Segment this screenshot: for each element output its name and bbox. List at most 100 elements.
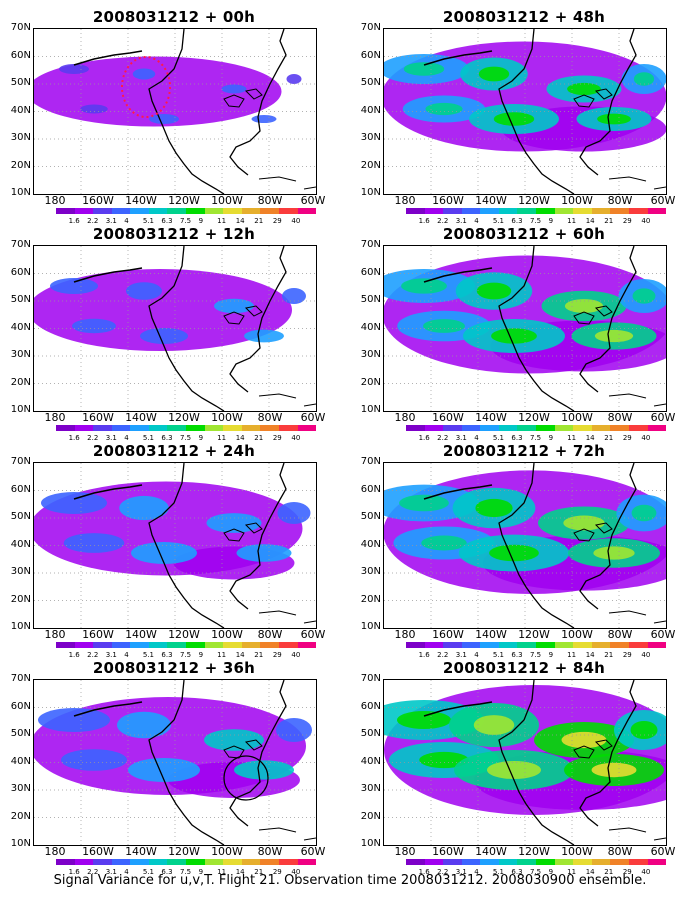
colorbar-label: 14 — [235, 868, 245, 876]
colorbar-swatch — [480, 208, 499, 214]
variance-region — [119, 495, 169, 521]
colorbar-swatch — [406, 642, 425, 648]
colorbar-label: 3.1 — [105, 434, 117, 442]
colorbar-swatch — [443, 425, 462, 431]
variance-region — [489, 544, 539, 562]
colorbar-swatch — [573, 859, 592, 865]
lon-tick-label: 180 — [44, 628, 66, 641]
coastline-west — [498, 680, 575, 845]
colorbar — [56, 642, 317, 648]
forecast-panel: 2008031212 + 72h 70N 60N 50N 40N 30N 20N 10N 18… — [350, 442, 680, 659]
map-frame — [33, 462, 317, 629]
colorbar-swatch — [517, 208, 537, 214]
lon-tick-label: 60W — [650, 628, 676, 641]
colorbar-label: 6.3 — [161, 651, 173, 659]
lat-tick-label: 20N — [360, 159, 381, 171]
colorbar-swatch — [74, 642, 94, 648]
lat-tick-label: 40N — [360, 538, 381, 550]
lon-tick-label: 100W — [211, 194, 243, 207]
colorbar-labels: 1.6 2.2 3.1 4 5.1 6.3 7.5 9 11 14 21 29 40 — [406, 868, 666, 878]
lon-tick-label: 160W — [432, 411, 464, 424]
caribbean-islands — [258, 176, 316, 190]
lat-tick-label: 60N — [10, 49, 31, 61]
colorbar-swatch — [406, 208, 425, 214]
caribbean-islands — [608, 176, 666, 190]
colorbar-swatch — [278, 642, 298, 648]
colorbar-swatch — [111, 425, 131, 431]
variance-region — [117, 711, 171, 739]
variance-region — [131, 542, 197, 564]
lat-tick-label: 30N — [10, 132, 31, 143]
forecast-panel: 2008031212 + 60h 70N 60N 50N 40N 30N 20N 10N 18… — [350, 225, 680, 442]
colorbar-swatch — [223, 208, 242, 214]
lat-tick-label: 40N — [360, 104, 381, 116]
colorbar-label: 29 — [622, 434, 632, 442]
colorbar-label: 9 — [548, 434, 554, 442]
lat-tick-label: 60N — [10, 700, 31, 712]
colorbar-swatch — [260, 859, 279, 865]
colorbar-label: 2.2 — [437, 651, 449, 659]
colorbar-swatch — [93, 208, 112, 214]
colorbar-swatch — [223, 859, 242, 865]
variance-region — [236, 544, 292, 562]
colorbar-label: 3.1 — [105, 651, 117, 659]
colorbar-label: 2.2 — [87, 217, 99, 225]
colorbar-swatch — [93, 642, 112, 648]
colorbar-swatch — [204, 642, 224, 648]
colorbar-swatch — [241, 425, 261, 431]
colorbar-label: 2.2 — [87, 868, 99, 876]
colorbar-label: 29 — [272, 651, 282, 659]
colorbar-swatch — [498, 208, 518, 214]
colorbar-label: 29 — [622, 868, 632, 876]
map-frame — [383, 245, 667, 412]
colorbar-label: 11 — [217, 217, 227, 225]
colorbar-swatch — [517, 425, 537, 431]
colorbar-label: 7.5 — [530, 868, 542, 876]
colorbar-swatch — [554, 642, 574, 648]
lon-tick-label: 160W — [432, 628, 464, 641]
lon-tick-label: 140W — [475, 194, 507, 207]
lon-tick-label: 180 — [394, 845, 416, 858]
lon-tick-label: 120W — [168, 411, 200, 424]
map-frame — [33, 679, 317, 846]
variance-region — [567, 82, 601, 96]
colorbar-label: 6.3 — [511, 868, 523, 876]
lat-tick-label: 50N — [10, 294, 31, 305]
colorbar-label: 1.6 — [68, 651, 80, 659]
colorbar-swatch — [591, 859, 611, 865]
colorbar-swatch — [111, 642, 131, 648]
colorbar-label: 21 — [254, 868, 264, 876]
lon-tick-label: 80W — [607, 194, 633, 207]
colorbar-label: 21 — [604, 217, 614, 225]
map-plot — [34, 680, 316, 845]
lon-tick-label: 140W — [475, 628, 507, 641]
forecast-panel: 2008031212 + 36h 70N 60N 50N 40N 30N 20N 10N 18… — [0, 659, 330, 876]
variance-region — [221, 84, 247, 94]
colorbar-swatch — [223, 642, 242, 648]
colorbar-label: 1.6 — [68, 868, 80, 876]
colorbar-swatch — [573, 208, 592, 214]
colorbar-labels: 1.6 2.2 3.1 4 5.1 6.3 7.5 9 11 14 21 29 40 — [56, 651, 316, 661]
variance-region — [493, 112, 535, 126]
colorbar-swatch — [424, 642, 444, 648]
lat-tick-label: 40N — [360, 321, 381, 333]
colorbar-swatch — [167, 859, 187, 865]
lat-tick-label: 70N — [360, 239, 381, 250]
colorbar-swatch — [480, 425, 499, 431]
coastline-east — [579, 680, 637, 827]
colorbar-swatch — [480, 642, 499, 648]
colorbar-label: 7.5 — [530, 217, 542, 225]
variance-region — [126, 282, 162, 300]
colorbar-label: 4 — [124, 651, 129, 659]
colorbar-label: 7.5 — [530, 434, 542, 442]
colorbar-swatch — [56, 859, 75, 865]
colorbar-swatch — [573, 425, 592, 431]
lat-tick-label: 70N — [360, 673, 381, 684]
colorbar-label: 3.1 — [455, 434, 467, 442]
colorbar-swatch — [424, 425, 444, 431]
panel-title: 2008031212 + 24h — [92, 442, 256, 460]
colorbar-label: 14 — [235, 651, 245, 659]
variance-region — [132, 68, 156, 80]
variance-region — [425, 102, 463, 116]
lat-tick-label: 20N — [10, 159, 31, 171]
